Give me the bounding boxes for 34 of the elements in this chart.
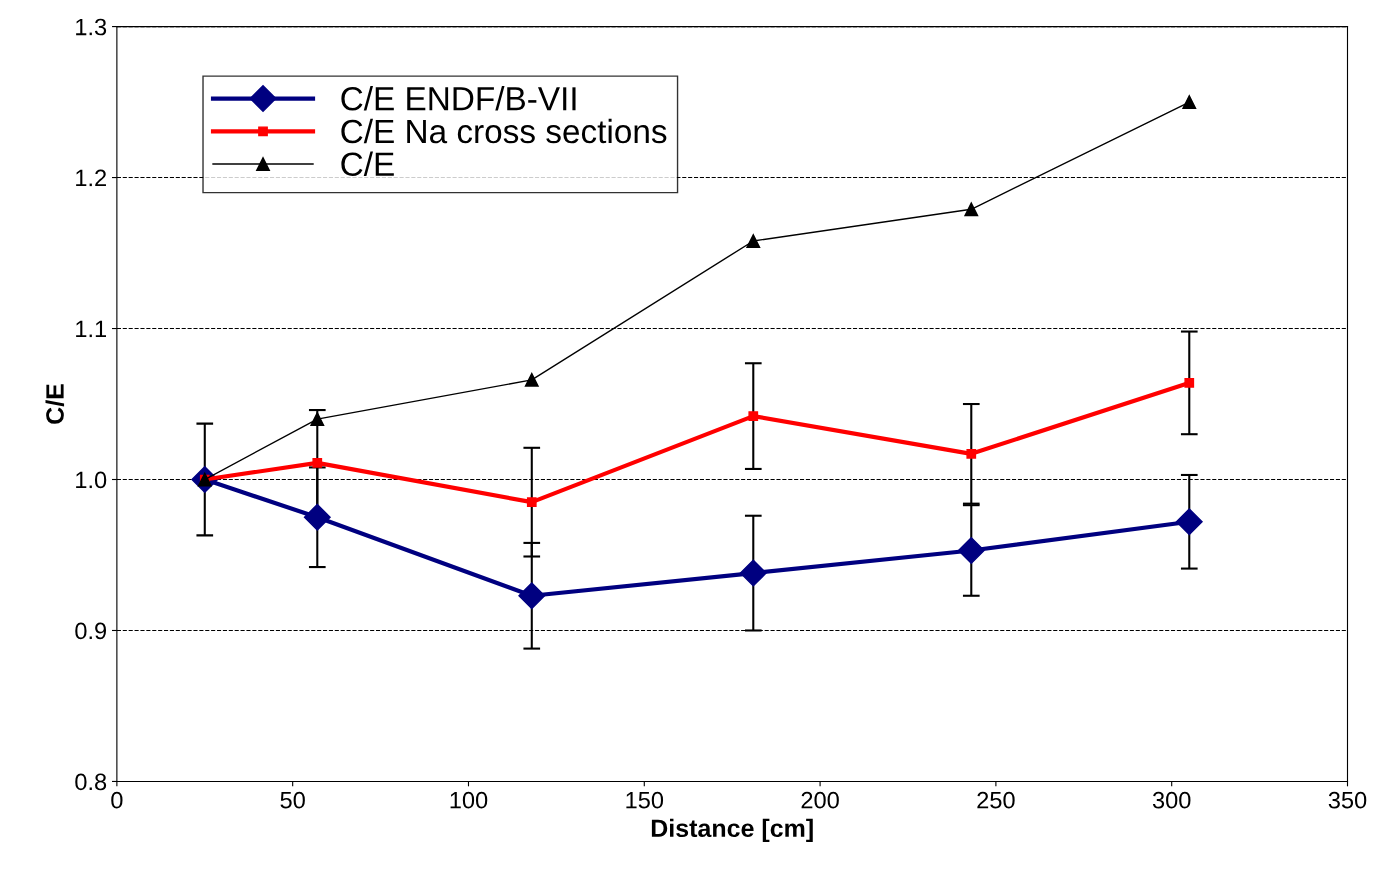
y-tick-label: 0.9: [75, 622, 107, 640]
point: [518, 582, 546, 610]
x-axis-title: Distance [cm]: [651, 818, 813, 843]
y-tick-label: 1.2: [76, 169, 106, 187]
y-axis-title: C/E: [45, 384, 65, 424]
x-tick-label: 250: [977, 791, 1015, 809]
point: [966, 448, 977, 459]
point: [739, 559, 767, 587]
point: [1182, 95, 1197, 110]
legend-label: C/E: [341, 151, 394, 177]
point: [748, 411, 759, 421]
point: [526, 497, 537, 508]
x-tick-label: 150: [626, 791, 664, 809]
y-tick-label: 1.1: [76, 320, 106, 338]
point: [964, 202, 979, 217]
point: [1175, 508, 1203, 536]
point: [310, 412, 325, 427]
legend-label: C/E Na cross sections: [341, 118, 667, 144]
x-tick-label: 0: [111, 791, 123, 809]
x-tick-label: 50: [280, 791, 305, 809]
point: [957, 536, 985, 564]
legend-label: C/E ENDF/B-VII: [341, 86, 576, 111]
x-tick-label: 350: [1328, 791, 1367, 809]
y-tick-label: 1.0: [76, 471, 107, 489]
y-tick-label: 0.8: [75, 773, 107, 791]
x-tick-label: 100: [450, 791, 488, 809]
x-tick-label: 200: [801, 791, 839, 809]
point: [312, 458, 323, 468]
point: [1184, 378, 1195, 388]
point: [524, 372, 539, 387]
y-tick-label: 1.3: [76, 18, 107, 36]
point: [746, 234, 761, 248]
x-tick-label: 300: [1152, 791, 1191, 809]
point: [303, 503, 331, 531]
